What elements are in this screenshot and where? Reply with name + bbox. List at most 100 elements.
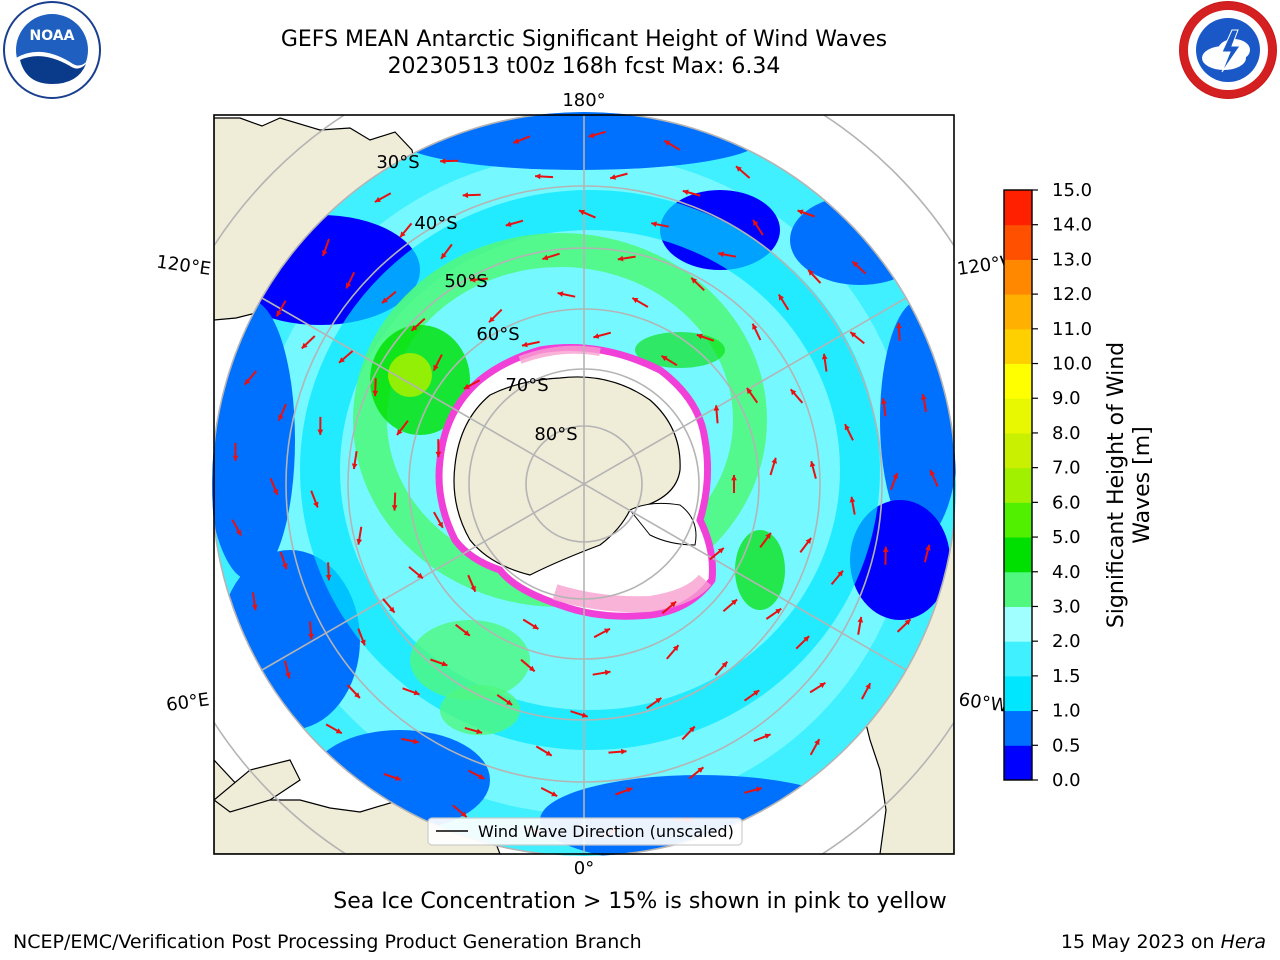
colorbar-segment xyxy=(1004,710,1032,746)
wave-direction-arrowhead xyxy=(771,457,777,464)
wave-direction-arrowhead xyxy=(276,310,282,317)
wave-direction-arrowhead xyxy=(278,414,284,421)
colorbar-tick-label: 13.0 xyxy=(1052,249,1092,270)
wave-direction-arrowhead xyxy=(372,390,379,397)
wave-direction-arrowhead xyxy=(579,209,585,216)
chart-title: GEFS MEAN Antarctic Significant Height o… xyxy=(280,27,888,52)
wave-direction-arrowhead xyxy=(610,174,616,180)
wave-direction-arrowhead xyxy=(581,712,588,718)
wave-direction-arrowhead xyxy=(626,787,633,793)
nws-logo xyxy=(1179,1,1277,99)
wave-direction-arrowhead xyxy=(313,501,319,508)
wave-direction-arrowhead xyxy=(755,786,762,793)
map-legend: Wind Wave Direction (unscaled) xyxy=(427,817,743,846)
wave-direction-arrowhead xyxy=(335,728,342,734)
wave-direction-arrowhead xyxy=(850,332,857,338)
wave-direction-arrowhead xyxy=(593,333,600,339)
wave-direction-arrowhead xyxy=(852,261,859,268)
wave-direction-arrowhead xyxy=(528,665,535,672)
wave-direction-arrowhead xyxy=(440,158,446,164)
wave-direction-arrowhead xyxy=(462,192,469,199)
wave-direction-arrowhead xyxy=(460,811,467,818)
wave-direction-arrowhead xyxy=(790,389,797,396)
chart-subtitle: 20230513 t00z 168h fcst Max: 6.34 xyxy=(387,54,781,79)
colorbar-segment xyxy=(1004,363,1032,399)
wave-direction-arrowhead xyxy=(282,563,288,570)
wave-direction-arrowhead xyxy=(360,639,366,646)
wave-direction-arrowhead xyxy=(285,672,291,679)
colorbar-tick-label: 1.0 xyxy=(1052,701,1081,722)
wave-direction-arrowhead xyxy=(346,282,352,289)
wave-direction-arrowhead xyxy=(764,733,771,739)
wave-direction-arrowhead xyxy=(301,342,308,349)
wave-direction-arrowhead xyxy=(849,496,856,503)
map-frame xyxy=(213,114,955,855)
colorbar-tick-label: 7.0 xyxy=(1052,458,1081,479)
wave-direction-arrowhead xyxy=(651,221,657,227)
footer-date-text: 15 May 2023 on xyxy=(1060,931,1215,953)
colorbar-segment xyxy=(1004,190,1032,226)
wave-direction-arrowhead xyxy=(775,608,782,615)
sea-ice-note: Sea Ice Concentration > 15% is shown in … xyxy=(333,889,947,914)
colorbar-segment xyxy=(1004,467,1032,503)
wave-direction-arrowhead xyxy=(717,548,724,554)
colorbar-tick-label: 2.0 xyxy=(1052,631,1081,652)
legend-label: Wind Wave Direction (unscaled) xyxy=(478,822,734,841)
colorbar-segment xyxy=(1004,294,1032,330)
wave-direction-arrowhead xyxy=(317,429,324,435)
wave-direction-arrowhead xyxy=(731,475,737,481)
footer-credit: NCEP/EMC/Verification Post Processing Pr… xyxy=(13,931,642,953)
footer-machine: Hera xyxy=(1220,931,1266,953)
wave-direction-arrowhead xyxy=(356,538,363,545)
colorbar-tick-label: 15.0 xyxy=(1052,180,1092,201)
lat-label-50s: 50°S xyxy=(444,271,487,292)
colorbar-segment xyxy=(1004,502,1032,538)
wave-direction-arrowhead xyxy=(803,636,810,642)
wave-direction-arrowhead xyxy=(736,166,742,172)
wave-direction-arrowhead xyxy=(433,364,439,371)
wave-direction-arrowhead xyxy=(892,473,898,479)
wave-direction-arrowhead xyxy=(752,323,758,330)
wave-direction-arrowhead xyxy=(351,463,358,469)
wave-direction-arrowhead xyxy=(339,357,345,363)
noaa-logo-text: NOAA xyxy=(30,28,75,44)
colorbar-tick-label: 11.0 xyxy=(1052,319,1092,340)
wave-direction-arrowhead xyxy=(604,628,610,634)
colorbar-segment xyxy=(1004,398,1032,434)
wave-direction-arrowhead xyxy=(236,529,241,536)
wave-direction-arrowhead xyxy=(929,469,936,476)
wave-direction-arrowhead xyxy=(882,546,889,552)
wind-wave-arrows xyxy=(231,130,939,838)
wave-direction-arrowhead xyxy=(413,738,419,745)
wave-direction-arrowhead xyxy=(322,250,328,256)
lon-label-120e: 120°E xyxy=(155,252,212,280)
colorbar-segment xyxy=(1004,641,1032,677)
wave-direction-arrowhead xyxy=(808,269,814,276)
wave-direction-arrowhead xyxy=(542,254,549,261)
wave-direction-arrowhead xyxy=(921,394,927,400)
wave-direction-arrowhead xyxy=(691,277,697,284)
wave-direction-arrowhead xyxy=(925,544,931,551)
wave-direction-arrowhead xyxy=(778,294,784,301)
colorbar-segment xyxy=(1004,432,1032,469)
colorbar: 0.0 0.5 1.0 1.5 2.0 3.0 4.0 5.0 6.0 7.0 8.0 9.0 10.0… xyxy=(1003,180,1092,791)
wave-direction-arrowhead xyxy=(805,538,812,544)
wave-direction-arrowhead xyxy=(441,660,448,667)
colorbar-segment xyxy=(1004,259,1032,295)
colorbar-tick-label: 3.0 xyxy=(1052,596,1081,617)
wave-direction-arrowhead xyxy=(557,291,564,297)
lon-label-60e: 60°E xyxy=(165,689,211,716)
wave-direction-arrowhead xyxy=(400,231,406,238)
wave-direction-arrowhead xyxy=(670,601,677,608)
wave-direction-arrowhead xyxy=(325,574,332,581)
colorbar-tick-label: 8.0 xyxy=(1052,423,1081,444)
wave-direction-arrowhead xyxy=(463,630,470,636)
wave-direction-arrowhead xyxy=(896,322,902,329)
wave-direction-arrowhead xyxy=(413,689,420,696)
wave-direction-arrowhead xyxy=(604,669,611,676)
wave-direction-arrowhead xyxy=(664,140,671,146)
wave-direction-arrowhead xyxy=(441,252,447,259)
wave-direction-arrowhead xyxy=(814,739,820,746)
wave-direction-arrowhead xyxy=(417,572,423,579)
